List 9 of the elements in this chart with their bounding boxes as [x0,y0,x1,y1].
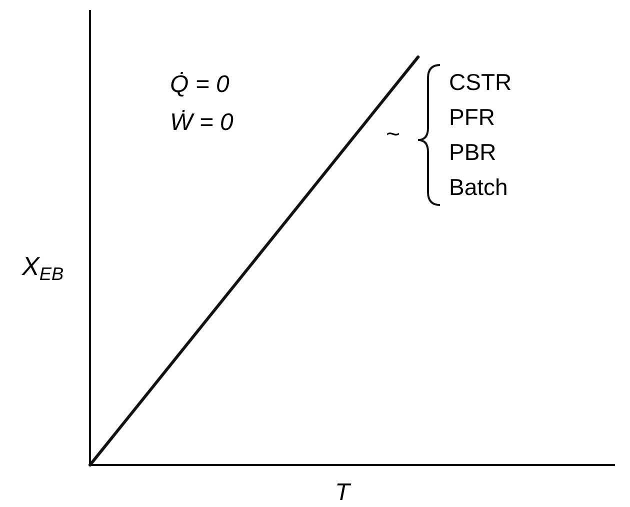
annotation: PBR [449,139,496,165]
annotation: ~ [386,121,400,148]
annotation: CSTR [449,69,512,95]
annotation: PFR [449,104,495,130]
annotation: Batch [449,174,508,200]
annotation: Ẇ = 0 [170,109,234,136]
annotation: Q̇ = 0 [170,71,230,98]
x-axis-title: T [335,479,352,506]
y-axis-title: X$_{EB}$ [21,251,64,284]
